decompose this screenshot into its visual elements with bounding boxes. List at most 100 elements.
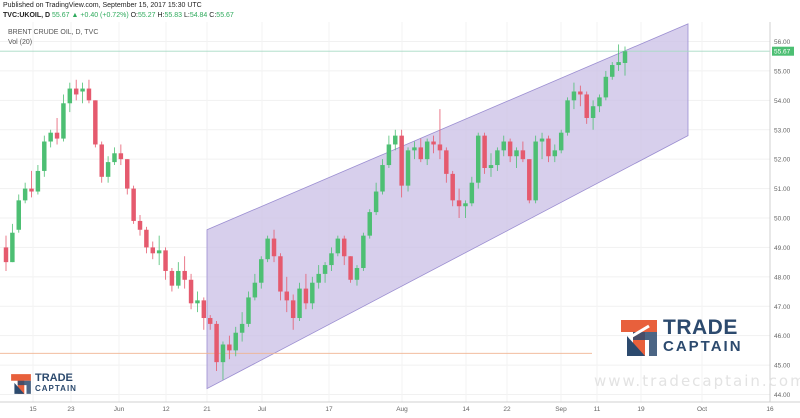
candle (450, 170, 455, 207)
candle-body (67, 88, 73, 104)
candle (533, 135, 538, 204)
candle-body (520, 150, 526, 160)
candle (233, 326, 238, 357)
low-value: 54.84 (189, 12, 208, 19)
candle-body (227, 344, 232, 351)
candle-body (616, 62, 621, 66)
candle-body (482, 135, 487, 168)
candle-body (80, 88, 85, 92)
candle-body (42, 141, 47, 171)
candle (201, 297, 207, 330)
candle (144, 226, 149, 254)
candle-body (10, 232, 15, 263)
candle-body (303, 288, 309, 304)
candle-body (118, 153, 124, 160)
candle (482, 132, 487, 174)
candle-body (527, 159, 532, 201)
high-value: 55.83 (164, 12, 183, 19)
candle (125, 159, 130, 195)
candle-body (354, 268, 360, 280)
candle (35, 165, 41, 195)
candle-body (373, 191, 379, 213)
candle-body (558, 132, 564, 151)
candle (163, 247, 168, 280)
x-tick-label: 12 (162, 406, 170, 413)
candle-body (571, 91, 577, 101)
high-label: H: (157, 12, 165, 19)
candle (61, 94, 66, 142)
candle (131, 185, 136, 224)
candle (3, 235, 9, 271)
candle (507, 138, 513, 163)
candle-body (475, 135, 481, 183)
legend-volume: Vol (20) (8, 39, 33, 46)
candle-body (610, 65, 615, 77)
candle-body (150, 247, 156, 254)
candle (361, 232, 366, 271)
candle-body (463, 203, 468, 207)
candle (386, 135, 392, 168)
x-tick-label: 15 (29, 406, 37, 413)
brand-name-top: TRADE (663, 316, 738, 339)
candle (54, 117, 60, 145)
candle-body (578, 91, 583, 95)
x-tick-label: 19 (637, 406, 645, 413)
up-arrow-icon: ▲ (71, 12, 79, 19)
candle-body (93, 100, 98, 145)
price-channel (206, 23, 689, 390)
candle (475, 132, 481, 189)
candle (105, 156, 111, 183)
candle (412, 141, 417, 160)
candle (48, 129, 53, 148)
candle-body (284, 291, 290, 301)
candle (118, 144, 124, 166)
x-tick-label: Aug (396, 406, 408, 413)
candle (348, 256, 353, 283)
candle (150, 241, 156, 260)
last-price: 55.67 (52, 12, 70, 19)
candle (290, 294, 296, 330)
candle (399, 129, 404, 198)
candle-body (48, 132, 53, 142)
candle (310, 276, 315, 310)
trade-captain-mark-icon (621, 320, 657, 356)
candle-body (176, 270, 181, 286)
candle-body (278, 256, 283, 292)
candle (558, 129, 564, 154)
candle (239, 312, 245, 342)
candle-body (584, 94, 589, 118)
last-price-badge: 55.67 (772, 46, 794, 56)
candle-body (220, 344, 226, 363)
y-tick-label: 51.00 (774, 186, 791, 193)
candle-body (399, 135, 404, 186)
candle (520, 141, 526, 163)
x-tick-label: 22 (503, 406, 511, 413)
candle (373, 182, 379, 216)
candle-body (112, 153, 117, 163)
candle-body (252, 282, 258, 298)
candle-body (514, 150, 519, 157)
candle-body (533, 141, 538, 201)
candle (316, 265, 321, 289)
candle-body (207, 318, 213, 324)
low-label: L: (183, 12, 190, 19)
x-tick-label: 23 (67, 406, 75, 413)
candle-body (201, 300, 207, 319)
candle (456, 188, 462, 218)
candle (341, 235, 347, 266)
candle (527, 159, 532, 204)
candle-body (265, 238, 270, 260)
candle (99, 141, 104, 183)
candle-body (444, 150, 449, 174)
candle-body (405, 150, 411, 186)
candle (252, 273, 258, 301)
candle-body (590, 106, 596, 118)
candle-body (456, 200, 462, 207)
candle (259, 256, 264, 289)
candle (444, 147, 449, 183)
candle-body (86, 88, 92, 101)
trade-captain-mark-small-icon (11, 374, 31, 394)
candle-body (329, 253, 334, 266)
y-tick-label: 44.00 (774, 392, 791, 399)
candle (29, 170, 34, 198)
